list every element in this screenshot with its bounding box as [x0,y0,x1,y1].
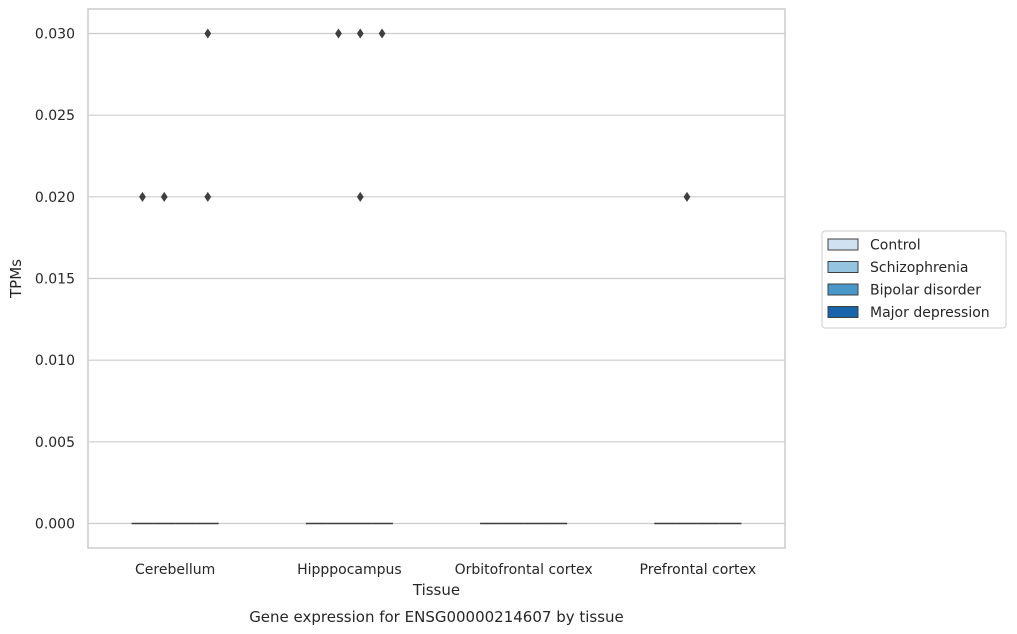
legend-label: Major depression [870,305,990,321]
outlier-point [356,191,364,202]
y-tick-label: 0.010 [35,353,75,369]
x-tick-label: Cerebellum [135,562,215,578]
y-tick-label: 0.005 [35,435,75,451]
y-tick-label: 0.020 [35,190,75,206]
legend-swatch [827,306,859,318]
outlier-point [356,28,364,39]
legend-label: Schizophrenia [870,260,968,276]
chart-caption: Gene expression for ENSG00000214607 by t… [249,608,624,626]
x-axis-ticks: Cerebellum Hipppocampus Orbitofrontal cort… [135,562,756,578]
outlier-point [160,191,168,202]
x-tick-label: Hipppocampus [297,562,402,578]
legend-swatch [827,283,859,296]
outliers [139,28,691,202]
legend-label: Bipolar disorder [870,283,981,299]
y-axis-label: TPMs [7,259,25,299]
legend: Control Schizophrenia Bipolar disorder Majo… [821,230,1007,329]
x-tick-label: Orbitofrontal cortex [455,562,593,578]
legend-swatch [827,238,859,251]
outlier-point [204,28,212,39]
y-tick-label: 0.000 [35,517,75,533]
x-axis-label: Tissue [412,581,460,599]
outlier-point [204,191,212,202]
outlier-point [335,28,342,39]
outlier-point [139,191,146,202]
legend-swatch [827,261,859,273]
y-tick-label: 0.015 [35,272,75,288]
y-tick-label: 0.025 [35,108,75,124]
plot-frame [87,8,786,549]
outlier-point [378,28,386,39]
gridlines [88,32,785,525]
y-axis-ticks: 0.000 0.005 0.010 0.015 0.020 0.025 0.030 [35,27,75,533]
outlier-point [683,191,691,202]
y-tick-label: 0.030 [35,27,75,43]
legend-label: Control [870,238,921,254]
x-tick-label: Prefrontal cortex [640,562,757,578]
legend-frame [821,230,1007,329]
